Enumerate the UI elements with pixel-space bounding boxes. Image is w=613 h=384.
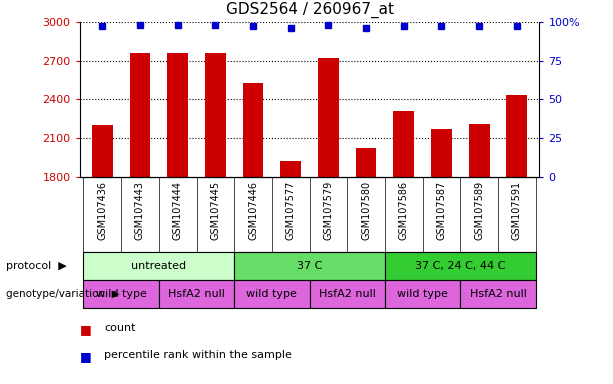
Bar [318,58,339,177]
Text: GSM107444: GSM107444 [173,180,183,240]
Text: GSM107577: GSM107577 [286,180,295,240]
Text: GSM107580: GSM107580 [361,180,371,240]
Text: wild type: wild type [397,289,448,299]
Bar [356,149,376,177]
Bar [205,53,226,177]
Text: HsfA2 null: HsfA2 null [168,289,225,299]
Bar [506,96,527,177]
Text: ■: ■ [80,350,91,363]
Text: 37 C, 24 C, 44 C: 37 C, 24 C, 44 C [415,261,506,271]
Bar [385,280,460,308]
Title: GDS2564 / 260967_at: GDS2564 / 260967_at [226,2,394,18]
Text: untreated: untreated [131,261,186,271]
Bar [234,280,310,308]
Text: wild type: wild type [246,289,297,299]
Text: HsfA2 null: HsfA2 null [319,289,376,299]
Text: percentile rank within the sample: percentile rank within the sample [104,350,292,360]
Text: genotype/variation  ▶: genotype/variation ▶ [6,289,120,299]
Bar [394,111,414,177]
Text: protocol  ▶: protocol ▶ [6,261,67,271]
Text: GSM107446: GSM107446 [248,180,258,240]
Bar [234,252,385,280]
Text: ■: ■ [80,323,91,336]
Text: wild type: wild type [96,289,147,299]
Text: HsfA2 null: HsfA2 null [470,289,527,299]
Bar [159,280,234,308]
Bar [167,53,188,177]
Text: GSM107586: GSM107586 [399,180,409,240]
Text: count: count [104,323,135,333]
Text: GSM107579: GSM107579 [324,180,333,240]
Text: GSM107589: GSM107589 [474,180,484,240]
Bar [83,280,159,308]
Bar [83,252,234,280]
Bar [460,280,536,308]
Bar [92,125,113,177]
Text: 37 C: 37 C [297,261,322,271]
Text: GSM107436: GSM107436 [97,180,107,240]
Bar [385,252,536,280]
Bar [469,124,490,177]
Bar [310,280,385,308]
Bar [280,161,301,177]
Text: GSM107445: GSM107445 [210,180,220,240]
Bar [431,129,452,177]
Text: GSM107591: GSM107591 [512,180,522,240]
Text: GSM107587: GSM107587 [436,180,446,240]
Bar [129,53,150,177]
Text: GSM107443: GSM107443 [135,180,145,240]
Bar [243,83,264,177]
